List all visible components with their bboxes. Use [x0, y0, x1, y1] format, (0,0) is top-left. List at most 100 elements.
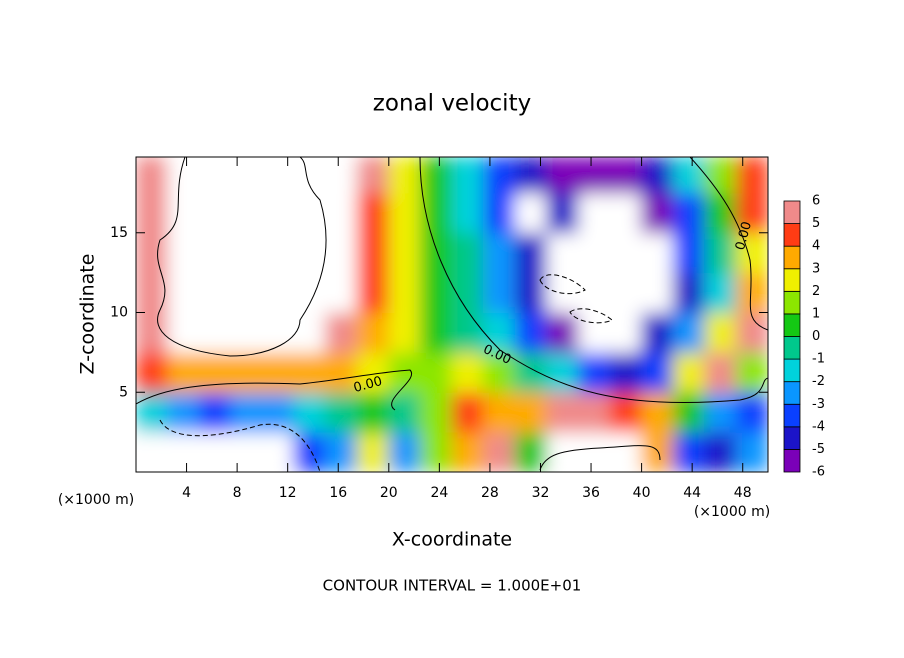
field-cell [483, 351, 516, 393]
y-tick-label: 10 [110, 305, 128, 321]
field-cell [514, 351, 548, 393]
field-cell [419, 192, 453, 234]
field-cell [672, 431, 706, 472]
field-cell [261, 157, 295, 194]
field-cell [451, 391, 485, 433]
field-cell [577, 157, 611, 194]
field-cell [672, 232, 706, 274]
colorbar-label: 0 [812, 329, 820, 344]
field-cell [735, 431, 768, 472]
colorbar-label: 3 [812, 261, 820, 276]
field-cell [198, 351, 232, 393]
x-unit-label: (×1000 m) [694, 504, 770, 520]
field-cell [230, 232, 263, 274]
field-cell [514, 431, 548, 472]
field-cell [419, 351, 453, 393]
field-cell [609, 192, 643, 234]
field-cell [356, 312, 390, 353]
field-cell [261, 351, 295, 393]
x-tick-label: 8 [233, 485, 242, 501]
field-cell [261, 272, 295, 314]
colorbar-band [783, 313, 801, 337]
field-cell [136, 312, 169, 353]
contour-line [689, 157, 768, 331]
colorbar-band [783, 200, 801, 224]
contour-lines [136, 157, 768, 472]
x-tick-label: 16 [329, 485, 347, 501]
colorbar-label: -5 [812, 442, 825, 457]
field-cell [230, 351, 263, 393]
field-cell [451, 192, 485, 234]
contour-line-negative [159, 419, 321, 472]
field-cell [735, 391, 768, 433]
field-cell [261, 192, 295, 234]
contour-label: 0.00 [733, 220, 755, 252]
colorbar-band [783, 381, 801, 405]
field-cell [483, 157, 516, 194]
field-cell [419, 312, 453, 353]
colorbar-label: 5 [812, 216, 820, 231]
field-cell [261, 431, 295, 472]
field-cell [577, 312, 611, 353]
y-tick-label: 5 [119, 384, 128, 400]
field-cell [451, 232, 485, 274]
colorbar-band [783, 245, 801, 270]
field-cell [451, 157, 485, 194]
field-cell [735, 157, 768, 194]
field-cell [167, 232, 200, 274]
contour-line [136, 369, 413, 411]
field-cell [325, 157, 358, 194]
field-cell [325, 431, 358, 472]
field-cell [136, 391, 169, 433]
field-cell [704, 391, 737, 433]
field-cell [672, 192, 706, 234]
field-cell [546, 157, 579, 194]
y-tick-label: 15 [110, 225, 128, 241]
colorbar-band [783, 358, 801, 383]
field-cell [293, 232, 327, 274]
contour-line-negative [569, 308, 613, 324]
field-cell [167, 312, 200, 353]
field-cell [261, 232, 295, 274]
field-cell [136, 157, 169, 194]
field-cell [546, 351, 579, 393]
field-cell [388, 192, 421, 234]
field-cell [325, 192, 358, 234]
x-axis-label: X-coordinate [392, 529, 512, 551]
field-cell [325, 391, 358, 433]
colorbar-label: -1 [812, 352, 825, 367]
field-cell [325, 351, 358, 393]
field-cell [230, 272, 263, 314]
field-cell [325, 272, 358, 314]
field-cell [577, 232, 611, 274]
field-cell [293, 391, 327, 433]
field-cell [136, 232, 169, 274]
colorbar-label: 4 [812, 239, 820, 254]
field-cell [672, 157, 706, 194]
field-cell [388, 272, 421, 314]
field-cell [672, 272, 706, 314]
field-cell [419, 157, 453, 194]
field-cell [167, 272, 200, 314]
x-tick-label: 20 [380, 485, 398, 501]
field-cell [483, 391, 516, 433]
field-cell [672, 351, 706, 393]
colorbar-label: -2 [812, 374, 825, 389]
field-cell [735, 272, 768, 314]
chart-title: zonal velocity [373, 91, 531, 117]
field-cell [198, 192, 232, 234]
field-cell [388, 157, 421, 194]
contour-line [419, 157, 768, 404]
field-cell [198, 391, 232, 433]
field-cell [356, 272, 390, 314]
field [136, 157, 768, 472]
field-cell [609, 312, 643, 353]
field-cell [198, 232, 232, 274]
field-cell [641, 272, 674, 314]
colorbar-label: 2 [812, 284, 820, 299]
field-cell [136, 431, 169, 472]
field-cell [136, 192, 169, 234]
field-cell [546, 431, 579, 472]
